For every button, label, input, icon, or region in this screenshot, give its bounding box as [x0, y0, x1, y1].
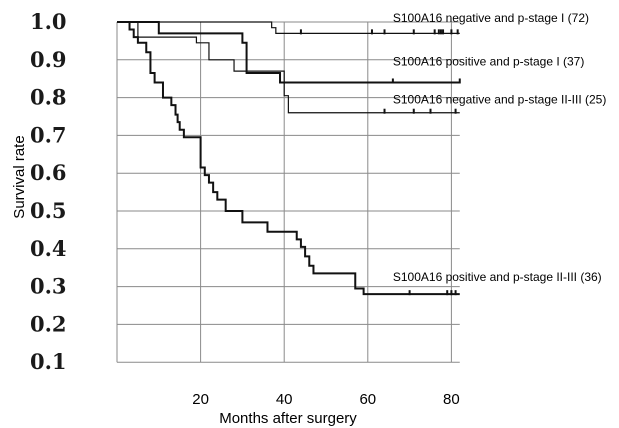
survival-curve-4	[117, 21, 460, 296]
y-axis-label: Survival rate	[11, 135, 28, 218]
y-tick-label: 0.5	[30, 198, 67, 223]
curve-annotation-4: S100A16 positive and p-stage II-III (36)	[393, 270, 602, 284]
y-tick-label: 0.8	[30, 85, 67, 110]
curve-annotation-1: S100A16 negative and p-stage I (72)	[393, 11, 589, 25]
y-tick-label: 0.3	[30, 274, 67, 299]
curve-annotation-3: S100A16 negative and p-stage II-III (25)	[393, 92, 606, 106]
curve-annotation-2: S100A16 positive and p-stage I (37)	[393, 54, 584, 68]
curve-annotations: S100A16 negative and p-stage I (72) S100A…	[393, 11, 606, 284]
y-tick-label: 0.2	[30, 311, 67, 336]
survival-curve-3	[117, 21, 460, 114]
y-tick-label: 0.4	[30, 236, 67, 261]
x-tick-label: 80	[443, 391, 460, 408]
x-tick-label: 40	[276, 391, 293, 408]
y-tick-label: 0.1	[30, 349, 67, 374]
x-tick-label: 20	[192, 391, 209, 408]
y-tick-label: 0.9	[30, 47, 67, 72]
x-tick-labels: 20 40 60 80	[192, 391, 459, 408]
x-axis-label: Months after surgery	[219, 410, 357, 427]
y-tick-label: 0.6	[30, 160, 67, 185]
gridlines	[116, 21, 460, 363]
y-tick-label: 0.7	[30, 122, 67, 147]
survival-curve-1	[117, 21, 460, 34]
censor-marks	[299, 29, 461, 296]
survival-curves	[117, 21, 460, 296]
y-tick-labels: 1.0 0.9 0.8 0.7 0.6 0.5 0.4 0.3 0.2 0.1	[30, 9, 67, 374]
y-tick-label: 1.0	[30, 9, 67, 34]
x-tick-label: 60	[359, 391, 376, 408]
survival-curve-2	[117, 21, 460, 84]
